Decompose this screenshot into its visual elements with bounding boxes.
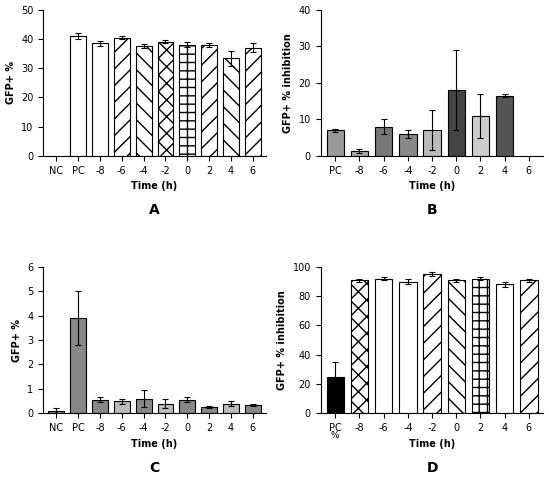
Bar — [158, 42, 173, 156]
Bar — [423, 274, 441, 413]
Bar — [180, 400, 195, 413]
Bar — [201, 407, 217, 413]
X-axis label: Time (h): Time (h) — [409, 181, 455, 191]
Bar — [496, 284, 513, 413]
Text: %: % — [331, 431, 339, 440]
Y-axis label: GFP+ %: GFP+ % — [5, 61, 15, 104]
Bar — [496, 96, 513, 156]
Text: B: B — [427, 203, 438, 218]
X-axis label: Time (h): Time (h) — [131, 438, 178, 449]
Bar — [136, 399, 152, 413]
Bar — [327, 130, 344, 156]
Bar — [70, 318, 86, 413]
Bar — [114, 38, 130, 156]
Bar — [447, 90, 465, 156]
Bar — [158, 404, 173, 413]
Bar — [423, 130, 441, 156]
Bar — [375, 127, 393, 156]
Bar — [70, 36, 86, 156]
Y-axis label: GFP+ %: GFP+ % — [12, 319, 21, 361]
Y-axis label: GFP+ % inhibition: GFP+ % inhibition — [283, 33, 293, 133]
Bar — [447, 280, 465, 413]
Bar — [351, 280, 368, 413]
Bar — [375, 278, 393, 413]
Bar — [245, 405, 261, 413]
Bar — [136, 46, 152, 156]
Text: C: C — [149, 461, 160, 475]
Bar — [92, 400, 108, 413]
Bar — [48, 411, 64, 413]
Bar — [351, 151, 368, 156]
Bar — [327, 377, 344, 413]
Bar — [92, 43, 108, 156]
Bar — [223, 58, 239, 156]
Y-axis label: GFP+ % inhibition: GFP+ % inhibition — [277, 290, 287, 390]
Bar — [223, 404, 239, 413]
Bar — [472, 278, 489, 413]
X-axis label: Time (h): Time (h) — [131, 181, 178, 191]
Text: D: D — [427, 461, 438, 475]
Bar — [520, 280, 537, 413]
Text: A: A — [149, 203, 160, 218]
Bar — [245, 48, 261, 156]
Bar — [180, 45, 195, 156]
Bar — [472, 116, 489, 156]
Bar — [114, 401, 130, 413]
X-axis label: Time (h): Time (h) — [409, 438, 455, 449]
Bar — [399, 281, 417, 413]
Bar — [399, 134, 417, 156]
Bar — [201, 45, 217, 156]
